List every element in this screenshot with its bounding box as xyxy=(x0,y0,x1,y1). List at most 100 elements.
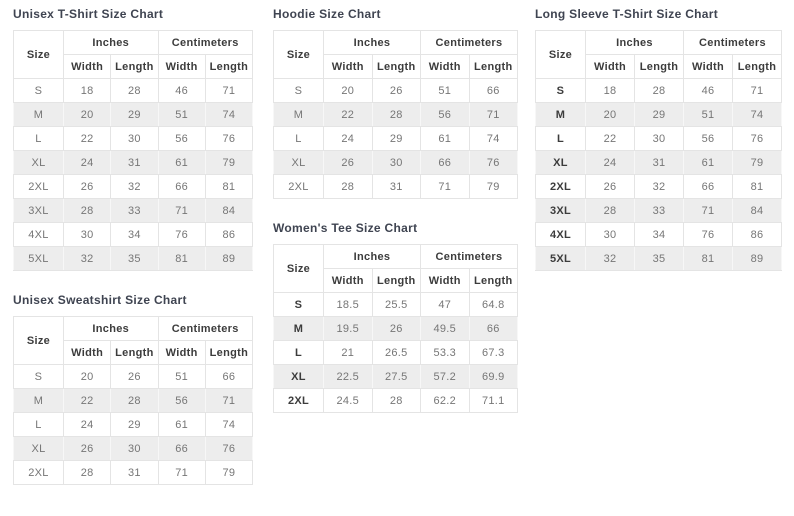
table-row: 4XL 30 34 76 86 xyxy=(535,222,782,247)
cm-width-cell: 71 xyxy=(157,460,206,485)
table-row: XL 22.5 27.5 57.2 69.9 xyxy=(273,364,518,389)
col-header-length-inches: Length xyxy=(110,54,159,79)
inches-length-cell: 32 xyxy=(634,174,684,199)
inches-width-cell: 22 xyxy=(585,126,635,151)
col-header-width-inches: Width xyxy=(323,54,373,79)
size-cell: M xyxy=(13,388,64,413)
size-cell: M xyxy=(273,102,324,127)
header-row-groups: Size Inches Centimeters xyxy=(273,244,518,293)
size-cell: S xyxy=(13,364,64,389)
inches-length-cell: 30 xyxy=(110,126,159,151)
cm-length-cell: 69.9 xyxy=(468,364,518,389)
inches-width-cell: 30 xyxy=(62,222,112,247)
col-header-length-inches: Length xyxy=(371,268,421,293)
table-row: XL 26 30 66 76 xyxy=(13,436,254,461)
table-row: 2XL 26 32 66 81 xyxy=(535,174,782,199)
inches-length-cell: 29 xyxy=(634,102,684,127)
inches-length-cell: 34 xyxy=(634,222,684,247)
table-row: M 20 29 51 74 xyxy=(535,102,782,127)
cm-width-cell: 71 xyxy=(683,198,733,223)
table-row: XL 24 31 61 79 xyxy=(13,150,254,175)
table-row: M 20 29 51 74 xyxy=(13,102,254,127)
cm-length-cell: 66 xyxy=(468,78,518,103)
column-middle: Hoodie Size Chart Size Inches Centimeter… xyxy=(273,7,518,413)
size-cell: 2XL xyxy=(273,388,324,413)
col-header-width-inches: Width xyxy=(323,268,373,293)
cm-length-cell: 81 xyxy=(732,174,782,199)
chart-title: Unisex Sweatshirt Size Chart xyxy=(13,293,187,307)
header-row-groups: Size Inches Centimeters xyxy=(535,30,782,79)
cm-width-cell: 62.2 xyxy=(420,388,470,413)
table-row: M 19.5 26 49.5 66 xyxy=(273,316,518,341)
table-row: L 21 26.5 53.3 67.3 xyxy=(273,340,518,365)
cm-width-cell: 56 xyxy=(420,102,470,127)
chart-title: Unisex T-Shirt Size Chart xyxy=(13,7,164,21)
col-header-length-cm: Length xyxy=(468,54,518,79)
cm-width-cell: 57.2 xyxy=(420,364,470,389)
col-header-centimeters: Centimeters xyxy=(157,30,253,55)
hoodie-chart: Hoodie Size Chart Size Inches Centimeter… xyxy=(273,7,518,199)
inches-width-cell: 24 xyxy=(62,412,112,437)
size-cell: XL xyxy=(13,150,64,175)
cm-length-cell: 71 xyxy=(204,78,254,103)
table-row: 3XL 28 33 71 84 xyxy=(535,198,782,223)
cm-width-cell: 61 xyxy=(157,150,206,175)
cm-length-cell: 79 xyxy=(204,460,254,485)
table-row: L 24 29 61 74 xyxy=(273,126,518,151)
cm-length-cell: 89 xyxy=(732,246,782,271)
chart-title: Long Sleeve T-Shirt Size Chart xyxy=(535,7,719,21)
cm-length-cell: 86 xyxy=(204,222,254,247)
size-cell: M xyxy=(273,316,324,341)
size-cell: S xyxy=(273,78,324,103)
table-row: 2XL 24.5 28 62.2 71.1 xyxy=(273,388,518,413)
cm-width-cell: 51 xyxy=(157,102,206,127)
col-header-width-inches: Width xyxy=(62,340,112,365)
inches-length-cell: 25.5 xyxy=(371,292,421,317)
cm-length-cell: 74 xyxy=(204,102,254,127)
table-row: 2XL 26 32 66 81 xyxy=(13,174,254,199)
inches-length-cell: 26 xyxy=(371,78,421,103)
inches-length-cell: 32 xyxy=(110,174,159,199)
col-header-length-cm: Length xyxy=(732,54,782,79)
col-header-width-inches: Width xyxy=(62,54,112,79)
cm-length-cell: 74 xyxy=(468,126,518,151)
cm-width-cell: 56 xyxy=(157,388,206,413)
womens-tee-table: Size Inches Centimeters Width Length Wid… xyxy=(273,244,518,413)
inches-width-cell: 26 xyxy=(323,150,373,175)
size-cell: S xyxy=(13,78,64,103)
column-right: Long Sleeve T-Shirt Size Chart Size Inch… xyxy=(535,7,782,271)
long-sleeve-tshirt-chart: Long Sleeve T-Shirt Size Chart Size Inch… xyxy=(535,7,782,271)
size-cell: 2XL xyxy=(13,460,64,485)
inches-length-cell: 31 xyxy=(371,174,421,199)
cm-width-cell: 49.5 xyxy=(420,316,470,341)
inches-width-cell: 30 xyxy=(585,222,635,247)
inches-length-cell: 30 xyxy=(634,126,684,151)
inches-width-cell: 18 xyxy=(585,78,635,103)
size-cell: L xyxy=(273,126,324,151)
chart-title: Hoodie Size Chart xyxy=(273,7,381,21)
inches-length-cell: 28 xyxy=(371,102,421,127)
size-cell: 2XL xyxy=(273,174,324,199)
inches-length-cell: 31 xyxy=(110,150,159,175)
cm-length-cell: 64.8 xyxy=(468,292,518,317)
size-cell: 4XL xyxy=(13,222,64,247)
col-header-length-inches: Length xyxy=(110,340,159,365)
col-header-size: Size xyxy=(273,244,324,293)
size-cell: 3XL xyxy=(535,198,586,223)
size-cell: XL xyxy=(273,364,324,389)
cm-width-cell: 56 xyxy=(683,126,733,151)
size-cell: S xyxy=(535,78,586,103)
size-cell: L xyxy=(13,412,64,437)
col-header-length-cm: Length xyxy=(468,268,518,293)
table-row: XL 26 30 66 76 xyxy=(273,150,518,175)
inches-width-cell: 26 xyxy=(62,174,112,199)
col-header-size: Size xyxy=(13,30,64,79)
inches-width-cell: 18.5 xyxy=(323,292,373,317)
header-row-groups: Size Inches Centimeters xyxy=(273,30,518,79)
inches-length-cell: 33 xyxy=(634,198,684,223)
cm-length-cell: 67.3 xyxy=(468,340,518,365)
table-row: 5XL 32 35 81 89 xyxy=(535,246,782,271)
cm-width-cell: 66 xyxy=(157,174,206,199)
cm-length-cell: 86 xyxy=(732,222,782,247)
col-header-centimeters: Centimeters xyxy=(157,316,253,341)
